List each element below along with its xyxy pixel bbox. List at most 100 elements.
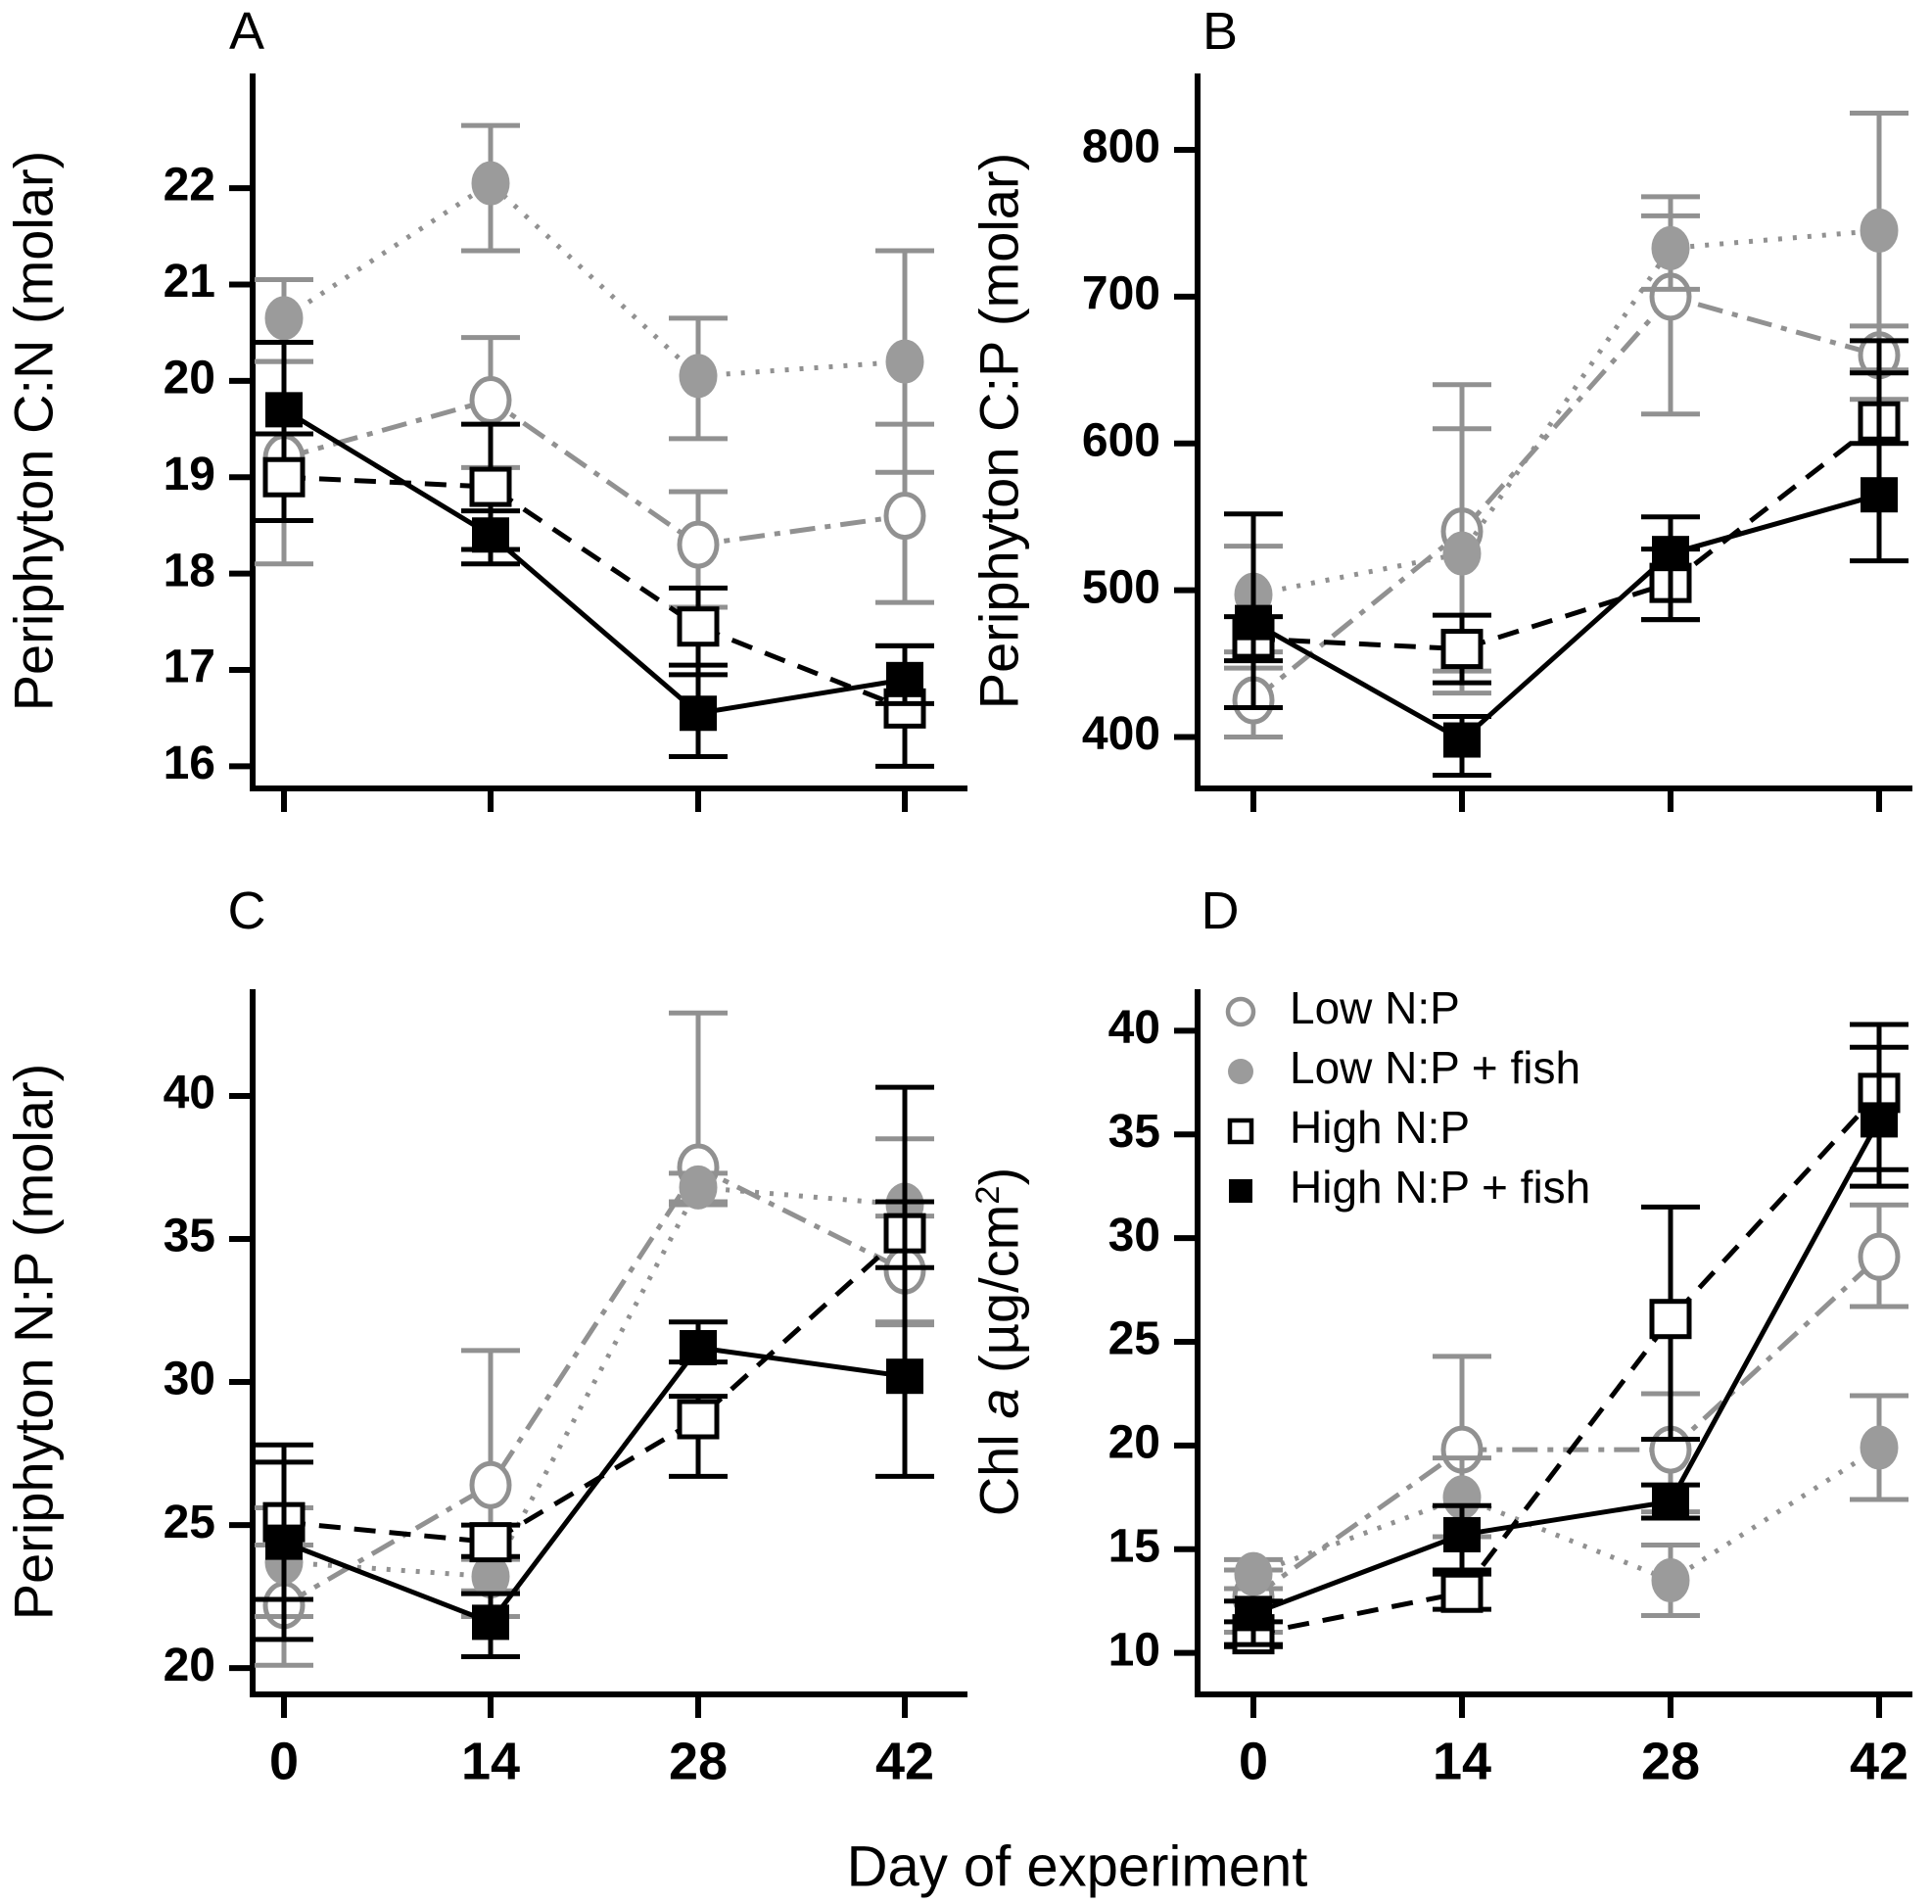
marker-low_np_fish-day42 xyxy=(885,339,924,384)
marker-low_np_fish-day42 xyxy=(1860,208,1899,253)
panel-A-yticklabel-22: 22 xyxy=(164,160,215,212)
series-low_np_fish-panel-D xyxy=(1224,1393,1908,1619)
panel-B: 400 500 600 700 800 xyxy=(1082,73,1912,812)
marker-low_np_fish-day0 xyxy=(1234,1551,1273,1596)
panel-letter-a: A xyxy=(228,2,265,61)
panel-C-xticklabel-28: 28 xyxy=(669,1732,728,1790)
ylabel-periphyton-cp: Periphyton C:P (molar) xyxy=(967,152,1030,710)
series-high_np_fish-panel-A xyxy=(255,339,934,760)
legend-item-low_np_fish: Low N:P + fish xyxy=(1228,1042,1580,1093)
marker-high_np-day28 xyxy=(677,606,720,647)
legend-label-low_np_fish: Low N:P + fish xyxy=(1290,1042,1580,1093)
marker-low_np-day14 xyxy=(469,1460,512,1509)
line-high_np_fish xyxy=(1251,492,1880,743)
marker-low_np-day14 xyxy=(469,376,512,425)
series-high_np_fish-panel-D xyxy=(1224,1044,1908,1647)
errorbar-high_np_fish-day42 xyxy=(1850,370,1908,564)
panel-letter-b: B xyxy=(1202,2,1239,61)
line-low_np xyxy=(1251,1255,1881,1599)
marker-low_np_fish-day28 xyxy=(679,1165,718,1210)
marker-high_np_fish-day14 xyxy=(1443,722,1481,758)
legend-item-high_np: High N:P xyxy=(1227,1102,1470,1153)
errorbar-high_np_fish-day42 xyxy=(875,1084,934,1479)
panel-C-axis xyxy=(250,989,967,1697)
panel-A-yticklabel-21: 21 xyxy=(164,256,215,308)
series-high_np_fish-panel-C xyxy=(255,1084,934,1659)
legend: Low N:P Low N:P + fish High N:P High N:P + … xyxy=(1225,982,1590,1213)
panel-A-yticklabel-18: 18 xyxy=(164,545,215,596)
marker-high_np_fish-day14 xyxy=(1443,1516,1481,1552)
panel-A-yticklabel-20: 20 xyxy=(164,353,215,405)
marker-high_np-day0 xyxy=(262,456,306,498)
line-high_np xyxy=(283,1231,907,1546)
panel-C: 20 25 30 35 40 0 14 28 42 xyxy=(164,989,967,1790)
legend-marker-high_np_fish xyxy=(1229,1179,1252,1203)
panel-B-axis xyxy=(1195,73,1912,791)
line-high_np xyxy=(1252,1091,1881,1638)
marker-high_np_fish-day42 xyxy=(1861,477,1898,513)
panel-D-xticklabel-42: 42 xyxy=(1850,1732,1908,1790)
ylabel-chl-a-part: 2 xyxy=(968,1185,1007,1205)
ylabel-chl-a-part: ) xyxy=(967,1166,1030,1186)
panel-D-xticklabel-28: 28 xyxy=(1641,1732,1700,1790)
marker-low_np_fish-day0 xyxy=(264,296,304,341)
panel-A-yticklabel-16: 16 xyxy=(164,738,215,789)
marker-high_np_fish-day28 xyxy=(1652,1484,1689,1520)
panel-A-yticklabel-19: 19 xyxy=(164,449,215,500)
marker-high_np_fish-day42 xyxy=(886,1358,923,1395)
legend-item-high_np_fish: High N:P + fish xyxy=(1229,1162,1590,1213)
marker-high_np-day28 xyxy=(677,1399,720,1440)
line-low_np xyxy=(1251,294,1880,703)
line-low_np xyxy=(282,1164,907,1608)
line-low_np_fish xyxy=(283,1184,906,1580)
marker-high_np_fish-day42 xyxy=(1861,1102,1898,1138)
panel-C-xticklabel-0: 0 xyxy=(269,1732,299,1790)
marker-high_np_fish-day14 xyxy=(472,517,509,553)
series-low_np-panel-D xyxy=(1224,1202,1908,1635)
marker-high_np-day14 xyxy=(1440,629,1484,670)
legend-marker-low_np xyxy=(1225,996,1256,1027)
marker-high_np_fish-day28 xyxy=(680,695,717,732)
ylabel-chl-a-part: Chl xyxy=(967,1418,1030,1517)
panel-B-yticklabel-800: 800 xyxy=(1082,121,1160,173)
legend-marker-high_np xyxy=(1227,1118,1254,1145)
legend-item-low_np: Low N:P xyxy=(1225,982,1460,1033)
marker-low_np-day28 xyxy=(677,520,720,569)
line-low_np_fish xyxy=(282,179,906,379)
panel-B-yticklabel-500: 500 xyxy=(1082,561,1160,613)
panel-D-xticklabel-14: 14 xyxy=(1433,1732,1491,1790)
marker-high_np_fish-day0 xyxy=(1235,604,1272,641)
marker-high_np-day14 xyxy=(469,1522,512,1563)
panel-letter-c: C xyxy=(227,881,266,940)
marker-low_np_fish-day14 xyxy=(1442,531,1482,576)
ylabel-periphyton-np: Periphyton N:P (molar) xyxy=(2,1063,65,1621)
panel-C-yticklabel-25: 25 xyxy=(164,1497,215,1548)
panel-D-xticklabel-0: 0 xyxy=(1239,1732,1268,1790)
line-high_np xyxy=(283,474,906,711)
series-high_np-panel-A xyxy=(255,421,934,769)
panel-D-yticklabel-10: 10 xyxy=(1108,1624,1160,1676)
xlabel-day-of-experiment: Day of experiment xyxy=(846,1834,1308,1899)
marker-low_np_fish-day28 xyxy=(1651,225,1690,270)
ylabel-chl-a-part: (µg/cm xyxy=(967,1204,1030,1389)
panel-D: 10 15 20 25 30 35 40 0 14 28 42 Low N:P Low N:P + fi… xyxy=(1108,982,1912,1790)
ylabel-chl-a: Chl a (µg/cm2) xyxy=(967,1167,1031,1517)
line-high_np_fish xyxy=(282,407,906,716)
series-high_np-panel-C xyxy=(255,1199,934,1602)
marker-high_np_fish-day14 xyxy=(472,1604,509,1641)
series-low_np_fish-panel-C xyxy=(255,1136,934,1620)
panel-C-yticklabel-40: 40 xyxy=(164,1068,215,1119)
panel-D-yticklabel-35: 35 xyxy=(1108,1106,1160,1158)
panel-C-yticklabel-30: 30 xyxy=(164,1354,215,1405)
series-low_np-panel-C xyxy=(255,1010,934,1668)
legend-marker-low_np_fish xyxy=(1228,1059,1253,1084)
panel-C-yticklabel-20: 20 xyxy=(164,1640,215,1691)
panel-A-yticklabel-17: 17 xyxy=(164,642,215,693)
series-high_np_fish-panel-B xyxy=(1224,370,1908,779)
marker-high_np_fish-day28 xyxy=(680,1329,717,1365)
legend-label-high_np_fish: High N:P + fish xyxy=(1290,1162,1590,1213)
panel-A-axis xyxy=(250,73,967,791)
marker-high_np-day14 xyxy=(469,466,512,507)
series-high_np-panel-B xyxy=(1224,338,1908,686)
ylabel-periphyton-cn: Periphyton C:N (molar) xyxy=(2,150,65,712)
